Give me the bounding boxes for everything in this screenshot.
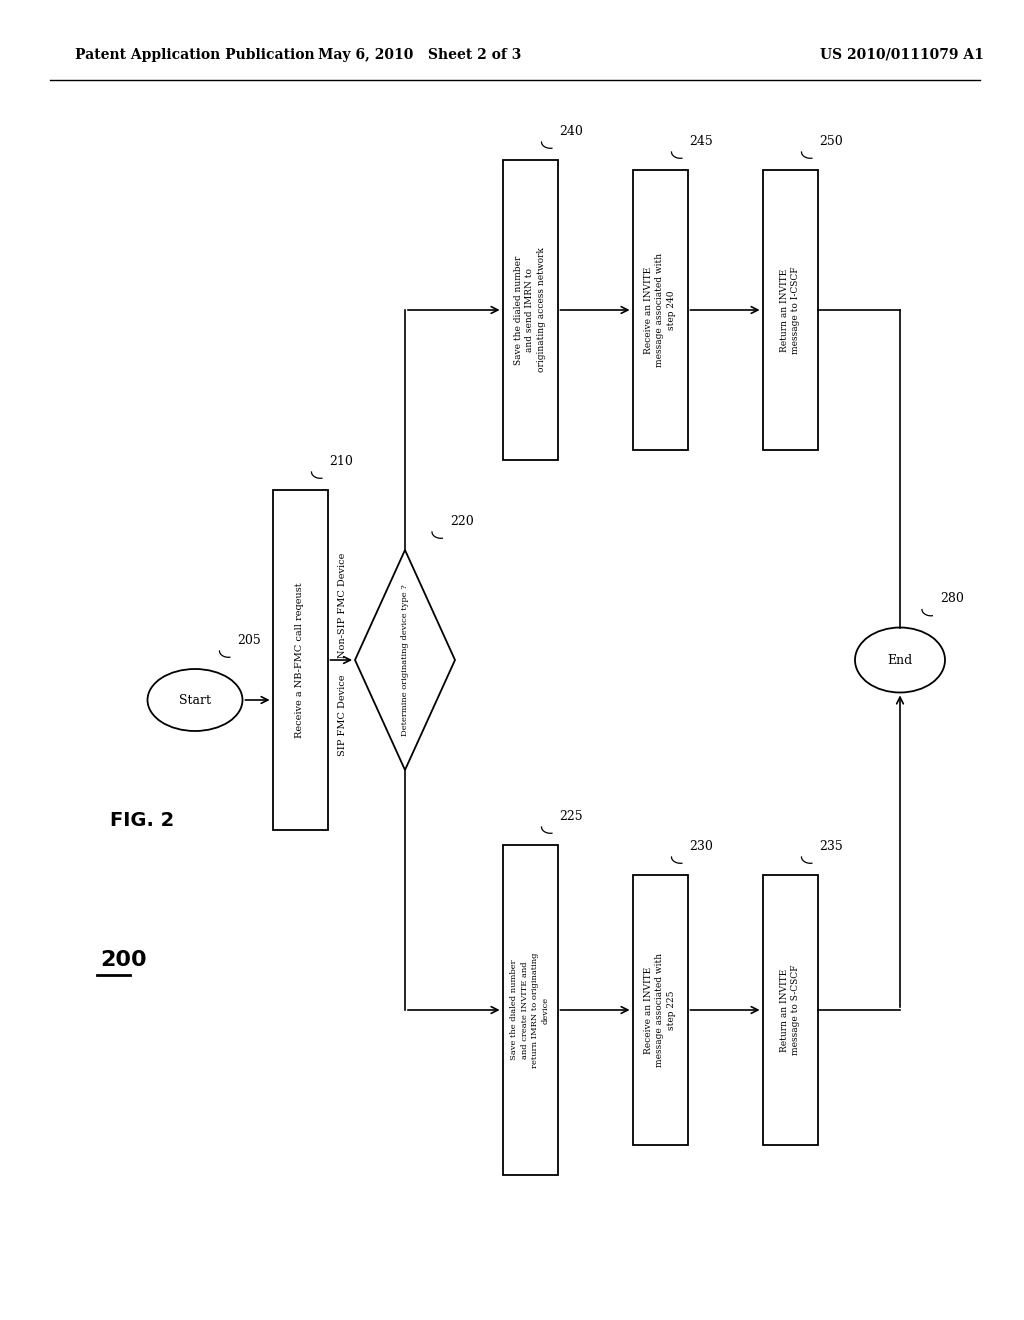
Text: Save the dialed number
and send IMRN to
originating access network: Save the dialed number and send IMRN to … (514, 248, 546, 372)
Text: Determine originating device type ?: Determine originating device type ? (401, 585, 409, 735)
Text: 225: 225 (559, 810, 583, 822)
Text: Start: Start (179, 693, 211, 706)
Text: Return an INVITE
message to S-CSCF: Return an INVITE message to S-CSCF (779, 965, 801, 1055)
Text: SIP FMC Device: SIP FMC Device (338, 675, 347, 756)
Text: 250: 250 (819, 135, 843, 148)
Text: End: End (888, 653, 912, 667)
Text: 235: 235 (819, 840, 843, 853)
Text: Receive a NB-FMC call reqeust: Receive a NB-FMC call reqeust (296, 582, 304, 738)
Text: Receive an INVITE
message associated with
step 225: Receive an INVITE message associated wit… (644, 953, 676, 1067)
Text: 230: 230 (689, 840, 714, 853)
Text: 240: 240 (559, 125, 584, 139)
Text: 245: 245 (689, 135, 714, 148)
Text: Save the dialed number
and create INVITE and
return IMRN to originating
device: Save the dialed number and create INVITE… (510, 952, 550, 1068)
Text: 210: 210 (330, 455, 353, 469)
Text: 220: 220 (450, 515, 474, 528)
Text: Patent Application Publication: Patent Application Publication (75, 48, 314, 62)
Text: Receive an INVITE
message associated with
step 240: Receive an INVITE message associated wit… (644, 253, 676, 367)
Text: 205: 205 (238, 634, 261, 647)
Text: 200: 200 (100, 950, 146, 970)
Text: May 6, 2010   Sheet 2 of 3: May 6, 2010 Sheet 2 of 3 (318, 48, 521, 62)
Text: Non-SIP FMC Device: Non-SIP FMC Device (338, 552, 347, 657)
Text: 280: 280 (940, 593, 964, 606)
Text: FIG. 2: FIG. 2 (110, 810, 174, 829)
Text: Return an INVITE
message to I-CSCF: Return an INVITE message to I-CSCF (779, 267, 801, 354)
Text: US 2010/0111079 A1: US 2010/0111079 A1 (820, 48, 984, 62)
